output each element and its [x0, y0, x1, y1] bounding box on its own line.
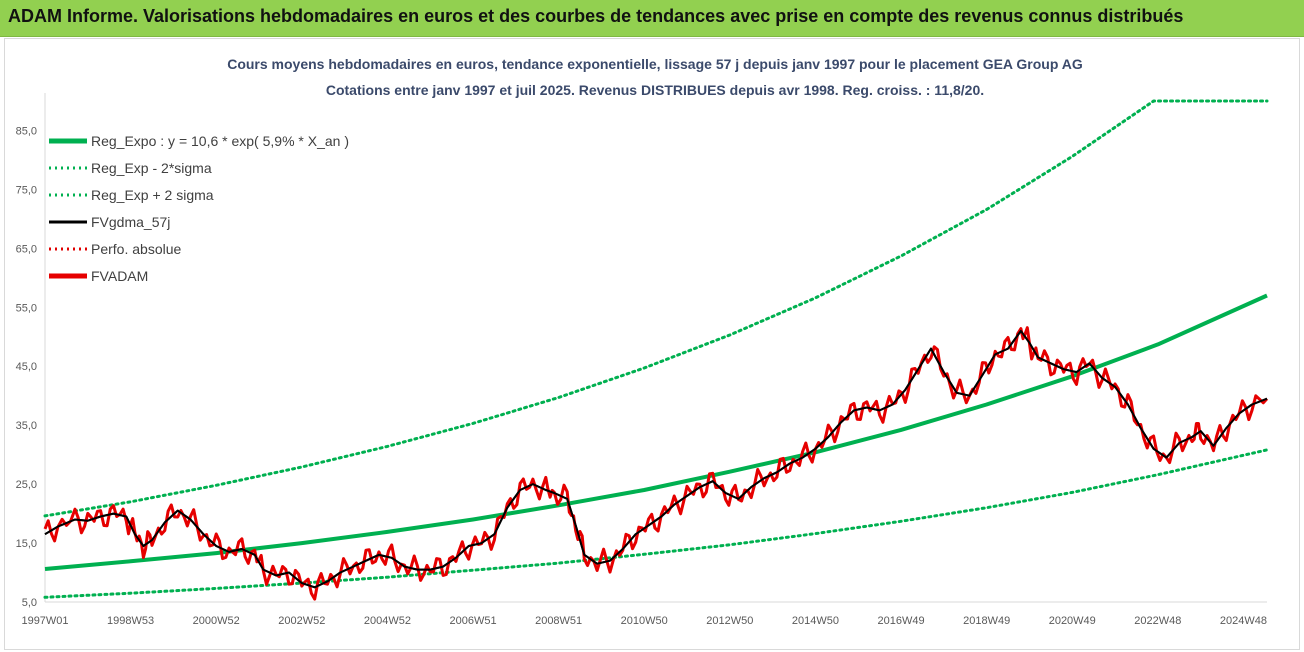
y-tick-label: 65,0 [16, 243, 37, 255]
y-tick-label: 15,0 [16, 538, 37, 550]
x-tick-label: 2000W52 [193, 615, 240, 627]
y-tick-label: 25,0 [16, 479, 37, 491]
chart-svg: Cours moyens hebdomadaires en euros, ten… [16, 56, 1269, 627]
legend-label: Reg_Exp + 2 sigma [91, 187, 214, 203]
header-bar: ADAM Informe. Valorisations hebdomadaire… [0, 0, 1304, 37]
x-tick-label: 2024W48 [1220, 615, 1267, 627]
y-tick-label: 35,0 [16, 420, 37, 432]
chart-title-line-2: Cotations entre janv 1997 et juil 2025. … [326, 82, 984, 98]
series-line-fvgdma [44, 329, 1268, 589]
x-tick-label: 2002W52 [278, 615, 325, 627]
series-line-1 [43, 448, 1269, 599]
series-line-fvadam [43, 326, 1269, 601]
chart-area: Cours moyens hebdomadaires en euros, ten… [4, 38, 1300, 650]
series-line-2 [43, 99, 1269, 518]
x-axis: 1997W01 1998W53 2000W52 2002W52 2004W52 2006W… [21, 601, 1267, 627]
x-tick-label: 2018W49 [963, 615, 1010, 627]
y-tick-label: 85,0 [16, 125, 37, 137]
page-title: ADAM Informe. Valorisations hebdomadaire… [8, 6, 1184, 26]
y-tick-label: 75,0 [16, 184, 37, 196]
legend: Reg_Expo : y = 10,6 * exp( 5,9% * X_an )… [49, 133, 349, 284]
legend-label: FVgdma_57j [91, 214, 170, 230]
y-axis: 5,0 15,0 25,0 35,0 45,0 55,0 65,0 75,0 85,0 [16, 93, 46, 609]
x-tick-label: 2004W52 [364, 615, 411, 627]
x-tick-label: 2010W50 [621, 615, 668, 627]
series-layer [43, 99, 1269, 601]
x-tick-label: 2006W51 [449, 615, 496, 627]
x-tick-label: 1998W53 [107, 615, 154, 627]
legend-label: Perfo. absolue [91, 241, 181, 257]
y-tick-label: 55,0 [16, 302, 37, 314]
x-tick-label: 2014W50 [792, 615, 839, 627]
x-tick-label: 2012W50 [706, 615, 753, 627]
x-tick-label: 2020W49 [1049, 615, 1096, 627]
legend-label: FVADAM [91, 268, 148, 284]
x-tick-label: 2008W51 [535, 615, 582, 627]
chart-title-line-1: Cours moyens hebdomadaires en euros, ten… [227, 56, 1083, 72]
x-tick-label: 2016W49 [877, 615, 924, 627]
x-tick-label: 2022W48 [1134, 615, 1181, 627]
x-tick-label: 1997W01 [21, 615, 68, 627]
y-tick-label: 5,0 [22, 597, 37, 609]
y-tick-label: 45,0 [16, 361, 37, 373]
legend-label: Reg_Expo : y = 10,6 * exp( 5,9% * X_an ) [91, 133, 349, 149]
legend-label: Reg_Exp - 2*sigma [91, 160, 212, 176]
